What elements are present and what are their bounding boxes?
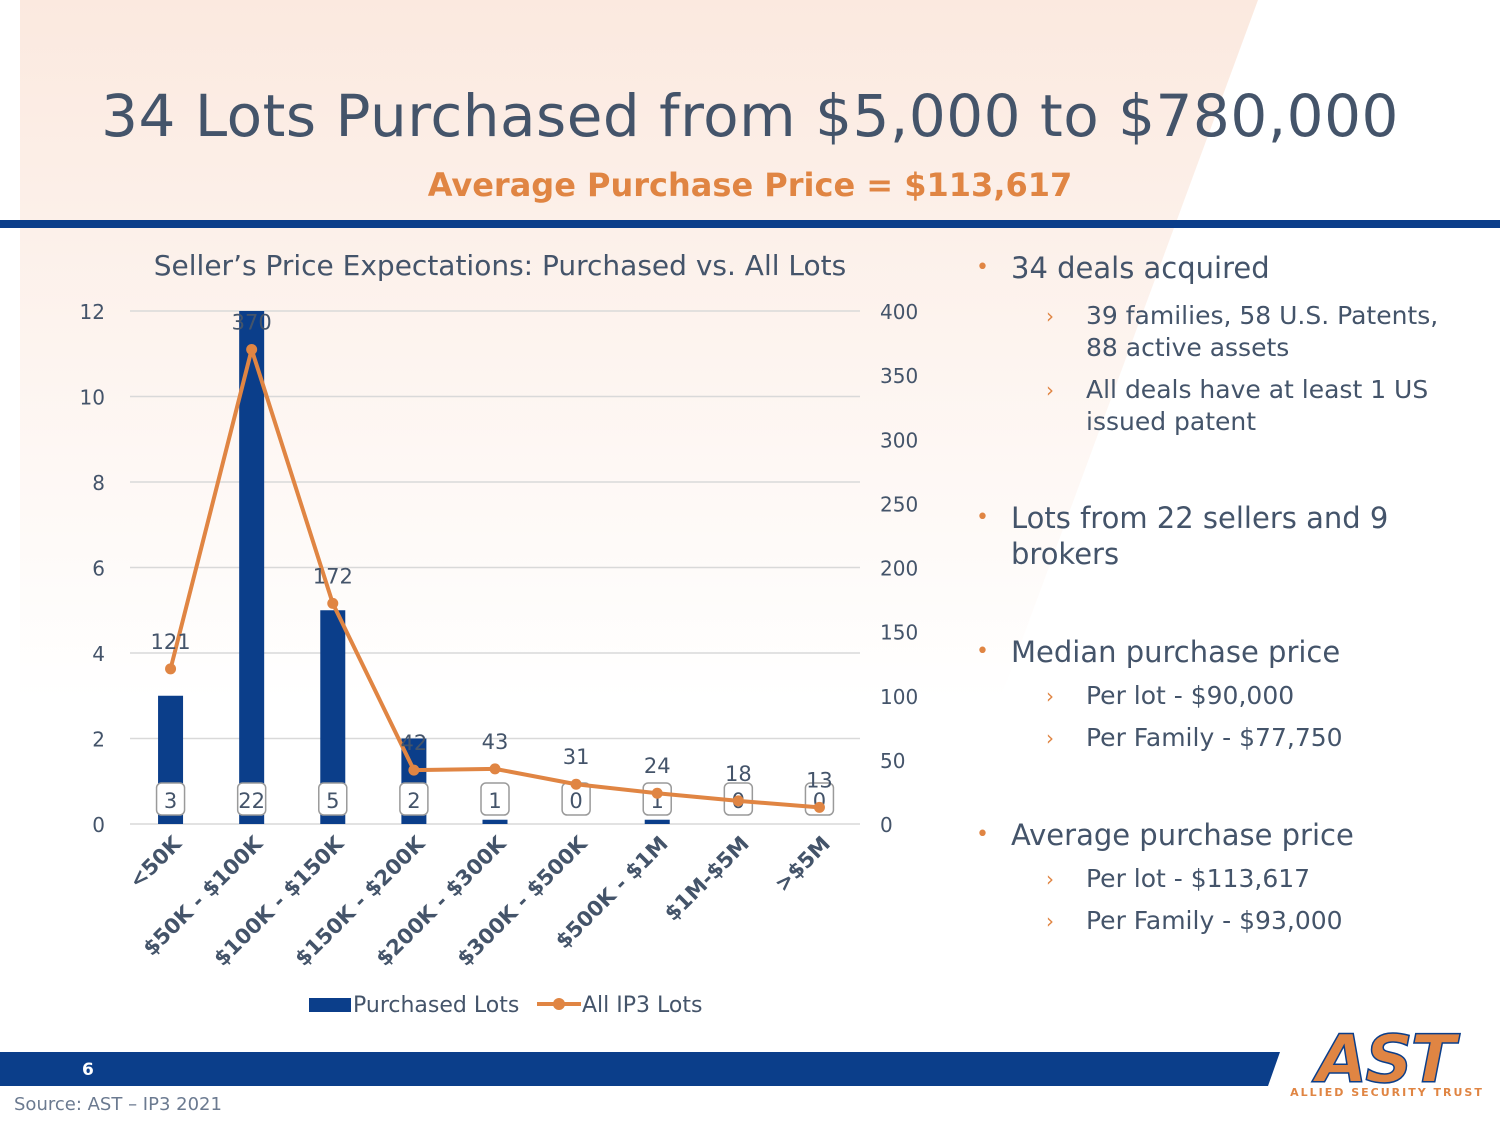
chevron-right-icon: › — [1046, 684, 1054, 708]
line-point — [165, 663, 177, 675]
category-label: <50K — [125, 831, 187, 893]
bullet-average: • Average purchase price — [976, 818, 1354, 852]
right-axis-ticks: 0 50 100 150 200 250 300 350 400 — [880, 300, 918, 837]
left-tick-label: 0 — [92, 813, 105, 837]
bar-label-text: 3 — [164, 789, 177, 813]
source-note: Source: AST – IP3 2021 — [14, 1094, 222, 1115]
left-tick-label: 2 — [92, 728, 105, 752]
chevron-right-icon: › — [1046, 867, 1054, 891]
line-value-label: 172 — [313, 564, 353, 588]
line-point — [570, 778, 582, 790]
sub-bullet: › Per lot - $90,000 — [1046, 681, 1295, 710]
bar-label-box — [155, 782, 186, 816]
left-tick-label: 8 — [92, 471, 105, 495]
bar-label-text: 22 — [238, 789, 265, 813]
bar-label-box — [480, 782, 510, 816]
bullet-dot-icon: • — [976, 505, 989, 530]
left-tick-label: 10 — [80, 386, 105, 410]
background-wedge — [20, 0, 1258, 700]
right-tick-label: 100 — [880, 685, 918, 709]
line-value-label: 13 — [806, 768, 833, 792]
line-value-label: 42 — [401, 731, 428, 755]
sub-bullet: › Per lot - $113,617 — [1046, 864, 1311, 893]
right-tick-label: 350 — [880, 364, 918, 388]
left-tick-label: 4 — [92, 642, 105, 666]
bar-label-text: 5 — [326, 789, 339, 813]
logo-subtext: ALLIED SECURITY TRUST — [1290, 1086, 1484, 1099]
bar-value-label: 1 — [480, 782, 510, 816]
line-point — [651, 787, 663, 799]
combo-chart: Seller’s Price Expectations: Purchased v… — [80, 249, 919, 1018]
sub-bullet: › Per Family - $77,750 — [1046, 723, 1343, 752]
page-title: 34 Lots Purchased from $5,000 to $780,00… — [101, 82, 1399, 150]
bar-value-label: 2 — [399, 782, 429, 816]
bullet-dot-icon: • — [976, 822, 989, 847]
legend-label-all: All IP3 Lots — [582, 993, 702, 1018]
bar-value-label: 3 — [155, 782, 186, 816]
bar-label-text: 0 — [569, 789, 582, 813]
bar-label-box — [236, 782, 267, 816]
chevron-right-icon: › — [1046, 726, 1054, 750]
category-labels: <50K$50K - $100K$100K - $150K$150K - $20… — [125, 831, 835, 971]
page-number: 6 — [82, 1060, 94, 1080]
bar — [482, 819, 508, 824]
bar-label-text: 1 — [488, 789, 501, 813]
sub-bullet: › Per Family - $93,000 — [1046, 906, 1343, 935]
bullet-dot-icon: • — [976, 255, 989, 280]
line-point — [408, 764, 420, 776]
right-tick-label: 50 — [880, 749, 905, 773]
chevron-right-icon: › — [1046, 909, 1054, 933]
chart-title: Seller’s Price Expectations: Purchased v… — [154, 249, 846, 282]
bar-label-box — [318, 782, 348, 816]
legend-label-purchased: Purchased Lots — [353, 993, 519, 1018]
bullet-deals: • 34 deals acquired — [976, 251, 1270, 285]
bullet-median: • Median purchase price — [976, 635, 1341, 669]
right-tick-label: 200 — [880, 557, 918, 581]
line-point — [489, 763, 501, 775]
line-value-label: 121 — [151, 630, 191, 654]
line-point — [813, 801, 825, 813]
line-value-label: 18 — [725, 762, 752, 786]
right-tick-label: 0 — [880, 813, 893, 837]
bullet-sellers: • Lots from 22 sellers and 9 brokers — [976, 501, 1389, 571]
line-value-label: 43 — [482, 730, 509, 754]
left-axis-ticks: 0 2 4 6 8 10 12 — [80, 300, 105, 837]
ast-logo: AST — [1310, 1030, 1463, 1099]
header-divider — [0, 220, 1500, 228]
logo-wordmark: AST — [1311, 1030, 1461, 1098]
line-value-label: 24 — [644, 754, 671, 778]
sub-bullet: › 39 families, 58 U.S. Patents, 88 active… — [1046, 301, 1439, 362]
chevron-right-icon: › — [1046, 378, 1054, 402]
legend-swatch-purchased — [309, 998, 351, 1012]
right-tick-label: 150 — [880, 621, 918, 645]
chart-bars: 3225210100 — [155, 311, 835, 824]
line-point — [732, 795, 744, 807]
line-value-label: 31 — [563, 745, 590, 769]
line-point — [246, 343, 258, 355]
bar-label-box — [399, 782, 429, 816]
sub-bullet: › All deals have at least 1 US issued pat… — [1046, 375, 1429, 436]
right-tick-label: 300 — [880, 428, 918, 452]
bar — [239, 311, 265, 824]
bar-label-text: 2 — [407, 789, 420, 813]
left-tick-label: 12 — [80, 300, 105, 324]
category-label: >$5M — [770, 832, 835, 897]
bar — [644, 819, 670, 824]
right-tick-label: 250 — [880, 492, 918, 516]
bar-value-label: 5 — [318, 782, 348, 816]
left-tick-label: 6 — [92, 557, 105, 581]
line-point — [327, 597, 339, 609]
chevron-right-icon: › — [1046, 304, 1054, 328]
chart-legend: Purchased Lots All IP3 Lots — [309, 993, 702, 1018]
right-tick-label: 400 — [880, 300, 918, 324]
category-label: $1M-$5M — [660, 832, 754, 926]
bar-value-label: 0 — [561, 782, 591, 816]
page-subtitle: Average Purchase Price = $113,617 — [427, 166, 1073, 204]
bullet-dot-icon: • — [976, 639, 989, 664]
bar-value-label: 22 — [236, 782, 267, 816]
footer-bar — [0, 1052, 1280, 1086]
line-value-label: 370 — [232, 310, 272, 334]
legend-swatch-marker — [553, 998, 565, 1010]
